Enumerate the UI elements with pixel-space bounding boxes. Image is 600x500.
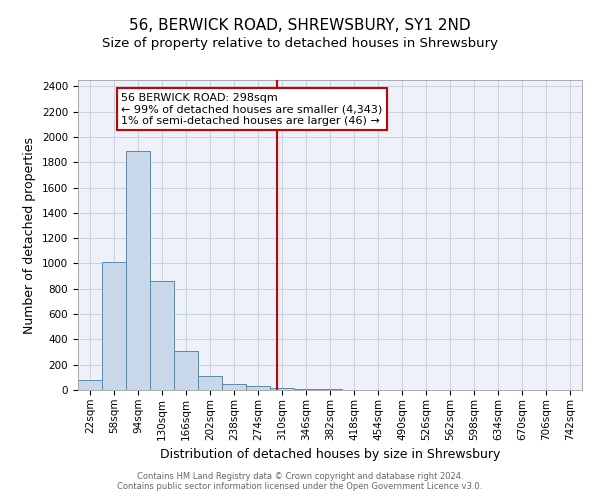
Bar	[198, 376, 222, 390]
Bar	[294, 388, 318, 390]
Bar	[150, 281, 174, 390]
Bar	[78, 380, 102, 390]
X-axis label: Distribution of detached houses by size in Shrewsbury: Distribution of detached houses by size …	[160, 448, 500, 461]
Text: 56 BERWICK ROAD: 298sqm
← 99% of detached houses are smaller (4,343)
1% of semi-: 56 BERWICK ROAD: 298sqm ← 99% of detache…	[121, 92, 382, 126]
Bar	[246, 386, 270, 390]
Bar	[222, 384, 246, 390]
Text: 56, BERWICK ROAD, SHREWSBURY, SY1 2ND: 56, BERWICK ROAD, SHREWSBURY, SY1 2ND	[129, 18, 471, 32]
Bar	[270, 388, 294, 390]
Text: Contains HM Land Registry data © Crown copyright and database right 2024.: Contains HM Land Registry data © Crown c…	[137, 472, 463, 481]
Text: Size of property relative to detached houses in Shrewsbury: Size of property relative to detached ho…	[102, 38, 498, 51]
Bar	[102, 262, 126, 390]
Bar	[174, 351, 198, 390]
Bar	[126, 151, 150, 390]
Text: Contains public sector information licensed under the Open Government Licence v3: Contains public sector information licen…	[118, 482, 482, 491]
Y-axis label: Number of detached properties: Number of detached properties	[23, 136, 37, 334]
